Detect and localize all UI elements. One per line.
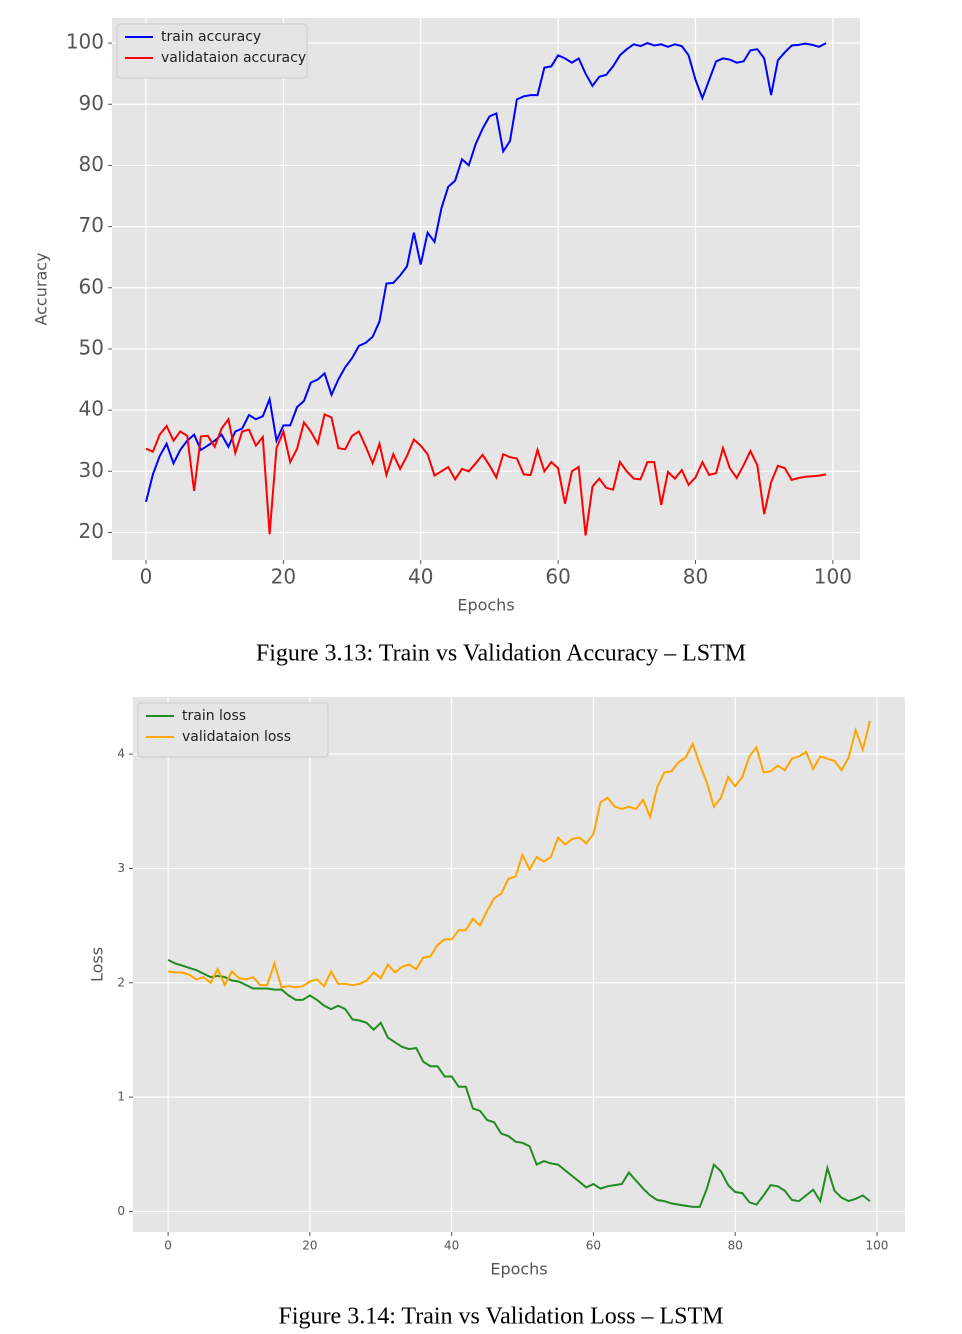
data-line (145, 42, 827, 503)
x-tick-label: 0 (140, 565, 153, 589)
legend-label: train loss (182, 708, 246, 724)
y-axis-label: Accuracy (32, 252, 51, 325)
x-tick-label: 0 (164, 1239, 172, 1253)
y-tick-label: 70 (79, 213, 104, 237)
x-tick-label: 80 (728, 1239, 743, 1253)
figure-caption: Figure 3.13: Train vs Validation Accurac… (256, 641, 746, 667)
y-tick-label: 80 (79, 152, 104, 176)
y-tick-label: 30 (79, 458, 104, 482)
plot-area (133, 697, 905, 1232)
data-line (167, 959, 871, 1208)
y-tick-label: 60 (79, 274, 104, 298)
x-tick-label: 40 (408, 565, 433, 589)
x-tick-label: 60 (586, 1239, 601, 1253)
figure-caption: Figure 3.14: Train vs Validation Loss – … (279, 1304, 724, 1330)
x-tick-label: 100 (866, 1239, 889, 1253)
plot-area (112, 18, 860, 560)
data-line (167, 720, 871, 989)
y-tick-label: 2 (117, 975, 125, 989)
x-axis-label: Epochs (490, 1260, 547, 1279)
x-tick-label: 20 (302, 1239, 317, 1253)
y-tick-label: 4 (117, 747, 125, 761)
legend-label: validataion loss (182, 729, 291, 745)
data-line (145, 412, 827, 536)
y-tick-label: 40 (79, 397, 104, 421)
y-tick-label: 0 (117, 1204, 125, 1218)
x-tick-label: 40 (444, 1239, 459, 1253)
y-tick-label: 3 (117, 861, 125, 875)
legend-box (116, 23, 308, 79)
y-tick-label: 100 (66, 30, 104, 54)
x-tick-label: 100 (814, 565, 852, 589)
x-tick-label: 20 (271, 565, 296, 589)
y-axis-label: Loss (88, 947, 107, 982)
legend-label: validataion accuracy (161, 50, 306, 66)
y-tick-label: 1 (117, 1090, 125, 1104)
x-tick-label: 80 (683, 565, 708, 589)
y-tick-label: 90 (79, 91, 104, 115)
y-tick-label: 50 (79, 335, 104, 359)
legend-box (137, 702, 329, 758)
x-tick-label: 60 (545, 565, 570, 589)
x-axis-label: Epochs (457, 596, 514, 615)
legend-label: train accuracy (161, 29, 261, 45)
y-tick-label: 20 (79, 519, 104, 543)
